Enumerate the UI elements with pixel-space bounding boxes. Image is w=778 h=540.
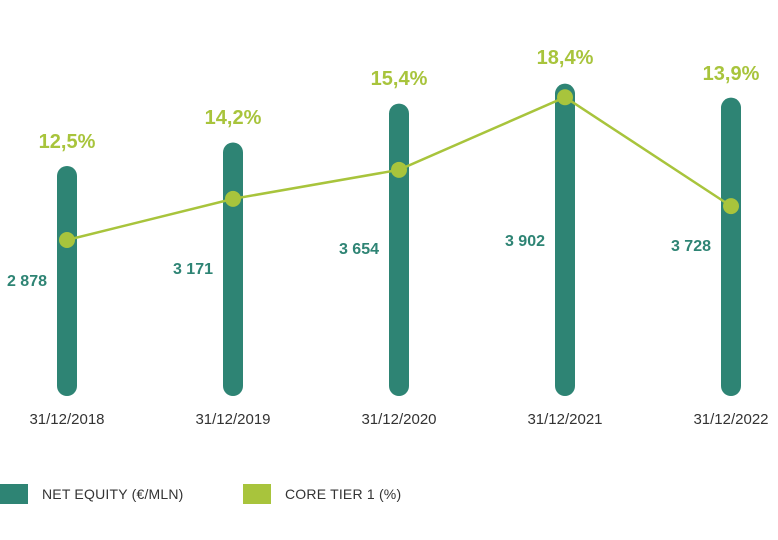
equity-bar bbox=[223, 142, 243, 396]
core-tier-point bbox=[59, 232, 75, 248]
date-label: 31/12/2022 bbox=[693, 411, 768, 428]
date-label: 31/12/2020 bbox=[361, 411, 436, 428]
value-labels: 12,5% 14,2% 15,4% 18,4% 13,9% 2 878 3 171 3 654… bbox=[7, 47, 760, 290]
equity-value-label: 3 902 bbox=[505, 233, 545, 250]
legend-label-equity: NET EQUITY (€/MLN) bbox=[42, 486, 184, 502]
equity-bar bbox=[57, 166, 77, 396]
date-axis: 31/12/2018 31/12/2019 31/12/2020 31/12/2021… bbox=[29, 411, 768, 428]
equity-bar bbox=[389, 103, 409, 397]
equity-value-label: 2 878 bbox=[7, 273, 47, 290]
core-tier-point bbox=[557, 89, 573, 106]
legend-swatch-equity bbox=[0, 484, 28, 504]
core-tier-value-label: 15,4% bbox=[371, 68, 428, 90]
legend-swatch-core-tier bbox=[243, 484, 271, 504]
date-label: 31/12/2021 bbox=[527, 411, 602, 428]
equity-bars bbox=[57, 83, 741, 397]
equity-value-label: 3 171 bbox=[173, 261, 213, 278]
date-label: 31/12/2019 bbox=[195, 411, 270, 428]
core-tier-value-label: 13,9% bbox=[703, 63, 760, 85]
legend-item-core-tier: CORE TIER 1 (%) bbox=[243, 484, 401, 504]
equity-bar bbox=[721, 97, 741, 396]
equity-value-label: 3 728 bbox=[671, 238, 711, 255]
core-tier-value-label: 14,2% bbox=[205, 107, 262, 129]
legend: NET EQUITY (€/MLN) CORE TIER 1 (%) bbox=[0, 484, 778, 508]
core-tier-point bbox=[225, 190, 241, 207]
legend-item-equity: NET EQUITY (€/MLN) bbox=[0, 484, 184, 504]
core-tier-value-label: 12,5% bbox=[39, 131, 96, 153]
core-tier-point bbox=[391, 161, 407, 178]
core-tier-point bbox=[723, 198, 739, 215]
equity-bar bbox=[555, 83, 575, 396]
core-tier-line-group bbox=[59, 89, 739, 248]
equity-value-label: 3 654 bbox=[339, 241, 379, 258]
legend-label-core-tier: CORE TIER 1 (%) bbox=[285, 486, 402, 502]
date-label: 31/12/2018 bbox=[29, 411, 104, 428]
core-tier-value-label: 18,4% bbox=[537, 47, 594, 69]
